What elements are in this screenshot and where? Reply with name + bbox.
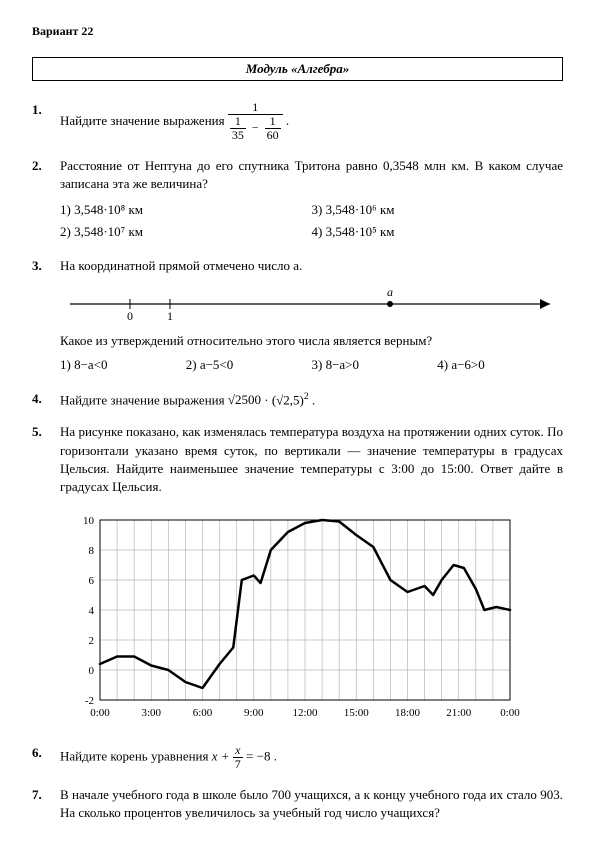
page: Вариант 22 Модуль «Алгебра» 1. Найдите з… xyxy=(0,0,595,860)
svg-text:18:00: 18:00 xyxy=(395,707,421,719)
svg-text:2: 2 xyxy=(89,635,95,647)
question-5: 5. На рисунке показано, как изменялась т… xyxy=(32,423,563,496)
q2-opt4: 4) 3,548·10⁵ км xyxy=(312,221,564,243)
question-1: 1. Найдите значение выражения 1 1 35 − 1… xyxy=(32,101,563,143)
q2-opt3: 3) 3,548·10⁶ км xyxy=(312,199,564,221)
svg-text:6: 6 xyxy=(89,575,95,587)
q1-text: Найдите значение выражения xyxy=(60,113,228,128)
svg-text:6:00: 6:00 xyxy=(193,707,213,719)
question-3: 3. На координатной прямой отмечено число… xyxy=(32,257,563,376)
q6-eq-a: x + xyxy=(212,749,233,764)
svg-text:3:00: 3:00 xyxy=(141,707,161,719)
question-6: 6. Найдите корень уравнения x + x 7 = −8… xyxy=(32,744,563,771)
q4-number: 4. xyxy=(32,390,60,410)
q1-il-num: 1 xyxy=(230,115,246,129)
q6-frac-den: 7 xyxy=(233,758,243,771)
q4-sqrt1: √2500 xyxy=(228,391,261,407)
q2-opt2: 2) 3,548·10⁷ км xyxy=(60,221,312,243)
q1-fraction: 1 1 35 − 1 60 xyxy=(228,101,283,143)
q5-number: 5. xyxy=(32,423,60,496)
q2-options: 1) 3,548·10⁸ км 3) 3,548·10⁶ км 2) 3,548… xyxy=(60,199,563,243)
q2-body: Расстояние от Нептуна до его спутника Тр… xyxy=(60,157,563,244)
svg-text:0: 0 xyxy=(89,665,95,677)
q1-number: 1. xyxy=(32,101,60,143)
q4-period: . xyxy=(312,392,315,407)
q3-opt2: 2) a−5<0 xyxy=(186,354,312,376)
q7-number: 7. xyxy=(32,786,60,822)
svg-text:10: 10 xyxy=(83,515,95,527)
q4-dot: · xyxy=(264,392,272,407)
q1-outer-num: 1 xyxy=(228,101,283,115)
q3-opt4: 4) a−6>0 xyxy=(437,354,563,376)
q4-text: Найдите значение выражения xyxy=(60,392,228,407)
numberline-svg: 0 1 a xyxy=(60,284,560,324)
q3-body: На координатной прямой отмечено число a.… xyxy=(60,257,563,376)
module-header: Модуль «Алгебра» xyxy=(32,57,563,81)
q3-number: 3. xyxy=(32,257,60,376)
q1-il-den: 35 xyxy=(230,129,246,142)
svg-text:a: a xyxy=(387,285,393,299)
variant-title: Вариант 22 xyxy=(32,24,563,39)
q3-opt3: 3) 8−a>0 xyxy=(312,354,438,376)
q4-sup: 2 xyxy=(304,391,309,402)
q6-body: Найдите корень уравнения x + x 7 = −8 . xyxy=(60,744,563,771)
svg-text:0:00: 0:00 xyxy=(90,707,110,719)
q1-outer-den: 1 35 − 1 60 xyxy=(228,115,283,142)
q3-options: 1) 8−a<0 2) a−5<0 3) 8−a>0 4) a−6>0 xyxy=(60,354,563,376)
svg-text:0:00: 0:00 xyxy=(500,707,520,719)
q5-body: На рисунке показано, как изменялась темп… xyxy=(60,423,563,496)
svg-text:12:00: 12:00 xyxy=(292,707,318,719)
svg-text:-2: -2 xyxy=(85,695,94,707)
q4-sqrt2: (√2,5) xyxy=(272,392,304,407)
q1-period: . xyxy=(286,113,289,128)
question-7: 7. В начале учебного года в школе было 7… xyxy=(32,786,563,822)
temperature-chart: -2 0 2 4 6 8 10 0:00 3:00 6:00 9:00 12:00 15:00 18:00… xyxy=(60,510,563,730)
q3-text: На координатной прямой отмечено число a. xyxy=(60,257,563,275)
q6-frac-num: x xyxy=(233,744,243,758)
svg-text:15:00: 15:00 xyxy=(344,707,370,719)
q7-body: В начале учебного года в школе было 700 … xyxy=(60,786,563,822)
q2-number: 2. xyxy=(32,157,60,244)
svg-text:0: 0 xyxy=(127,309,133,323)
question-4: 4. Найдите значение выражения √2500 · (√… xyxy=(32,390,563,410)
q3-numberline: 0 1 a xyxy=(60,284,563,324)
q6-text: Найдите корень уравнения xyxy=(60,749,212,764)
q3-opt1: 1) 8−a<0 xyxy=(60,354,186,376)
q1-body: Найдите значение выражения 1 1 35 − 1 60… xyxy=(60,101,563,143)
q1-ir-den: 60 xyxy=(265,129,281,142)
q2-text: Расстояние от Нептуна до его спутника Тр… xyxy=(60,157,563,193)
q6-frac: x 7 xyxy=(233,744,243,771)
q6-eq-b: = −8 . xyxy=(246,749,277,764)
chart-svg: -2 0 2 4 6 8 10 0:00 3:00 6:00 9:00 12:00 15:00 18:00… xyxy=(60,510,520,730)
svg-text:21:00: 21:00 xyxy=(446,707,472,719)
svg-text:9:00: 9:00 xyxy=(244,707,264,719)
svg-text:4: 4 xyxy=(89,605,95,617)
q2-opt1: 1) 3,548·10⁸ км xyxy=(60,199,312,221)
q6-number: 6. xyxy=(32,744,60,771)
question-2: 2. Расстояние от Нептуна до его спутника… xyxy=(32,157,563,244)
svg-text:1: 1 xyxy=(167,309,173,323)
q1-ir-num: 1 xyxy=(265,115,281,129)
q3-question: Какое из утверждений относительно этого … xyxy=(60,332,563,350)
svg-text:8: 8 xyxy=(89,545,95,557)
q4-body: Найдите значение выражения √2500 · (√2,5… xyxy=(60,390,563,410)
